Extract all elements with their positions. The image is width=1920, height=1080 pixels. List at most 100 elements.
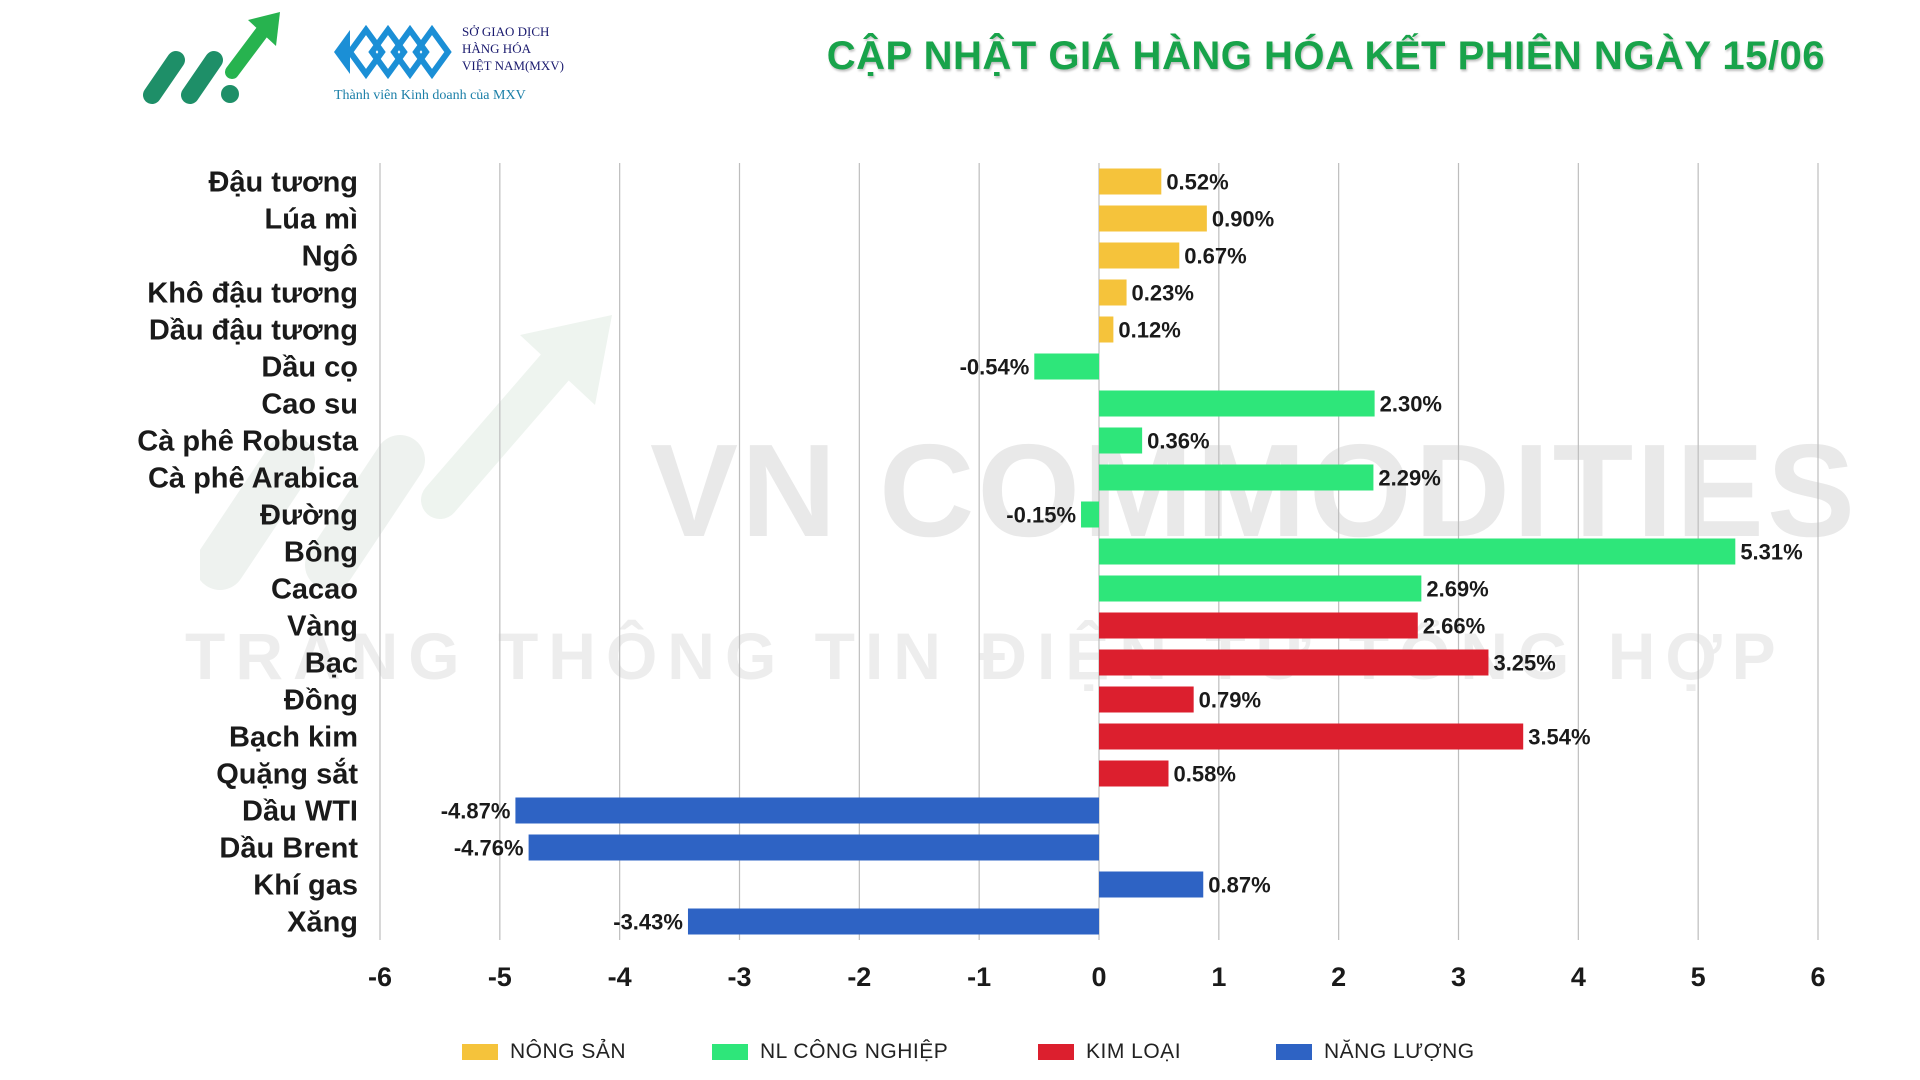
bar bbox=[1099, 760, 1169, 787]
bar bbox=[1099, 242, 1180, 269]
watermark-arrow-icon bbox=[200, 315, 612, 590]
legend-label-nang-luong: NĂNG LƯỢNG bbox=[1324, 1040, 1475, 1063]
bar bbox=[1081, 501, 1099, 528]
bar bbox=[1099, 575, 1422, 602]
category-label: Lúa mì bbox=[265, 204, 358, 236]
value-label: 0.79% bbox=[1199, 688, 1261, 713]
bar bbox=[1099, 649, 1489, 676]
value-label: -4.76% bbox=[454, 836, 524, 861]
x-tick-label: 5 bbox=[1691, 962, 1706, 992]
bar bbox=[1099, 723, 1524, 750]
category-label: Cacao bbox=[271, 574, 358, 606]
mxv-name-line-2: HÀNG HÓA bbox=[462, 41, 531, 56]
value-label: 0.90% bbox=[1212, 207, 1274, 232]
bar bbox=[1099, 538, 1736, 565]
category-label: Xăng bbox=[287, 907, 358, 939]
value-label: 0.36% bbox=[1147, 429, 1209, 454]
x-tick-label: -3 bbox=[727, 962, 751, 992]
bar bbox=[528, 834, 1099, 861]
x-tick-label: 2 bbox=[1331, 962, 1346, 992]
bar bbox=[1099, 871, 1204, 898]
bar bbox=[1099, 686, 1194, 713]
x-tick-label: -5 bbox=[488, 962, 512, 992]
value-label: 2.30% bbox=[1380, 392, 1442, 417]
x-tick-label: 4 bbox=[1571, 962, 1586, 992]
value-label: 3.25% bbox=[1493, 651, 1555, 676]
x-tick-label: 0 bbox=[1091, 962, 1106, 992]
mxv-name-line-3: VIỆT NAM(MXV) bbox=[462, 58, 564, 73]
x-tick-label: 3 bbox=[1451, 962, 1466, 992]
value-label: -4.87% bbox=[441, 799, 511, 824]
value-label: 2.66% bbox=[1423, 614, 1485, 639]
page-title: CẬP NHẬT GIÁ HÀNG HÓA KẾT PHIÊN NGÀY 15/… bbox=[826, 34, 1825, 78]
category-label: Khí gas bbox=[253, 870, 358, 902]
bar bbox=[1099, 464, 1374, 491]
x-tick-label: -4 bbox=[608, 962, 632, 992]
value-label: 2.69% bbox=[1426, 577, 1488, 602]
category-label: Đồng bbox=[284, 685, 358, 717]
mxv-tagline: Thành viên Kinh doanh của MXV bbox=[334, 88, 526, 103]
legend-label-nong-san: NÔNG SẢN bbox=[510, 1040, 627, 1063]
bar bbox=[687, 908, 1099, 935]
legend-label-kim-loai: KIM LOẠI bbox=[1086, 1040, 1182, 1063]
bar bbox=[1099, 205, 1207, 232]
legend-swatch-kim-loai bbox=[1038, 1044, 1074, 1060]
category-label: Dầu Brent bbox=[219, 833, 358, 865]
category-label: Đậu tương bbox=[208, 167, 358, 199]
mxv-name-line-1: SỞ GIAO DỊCH bbox=[462, 24, 550, 39]
category-label: Bông bbox=[284, 537, 358, 569]
x-tick-label: -2 bbox=[847, 962, 871, 992]
category-label: Ngô bbox=[302, 241, 358, 273]
category-label: Bạch kim bbox=[229, 722, 358, 754]
x-tick-label: -6 bbox=[368, 962, 392, 992]
value-label: 0.67% bbox=[1184, 244, 1246, 269]
value-label: 5.31% bbox=[1740, 540, 1802, 565]
value-label: 0.52% bbox=[1166, 170, 1228, 195]
bar bbox=[515, 797, 1099, 824]
bar bbox=[1099, 316, 1114, 343]
growth-arrow-icon bbox=[143, 12, 280, 104]
category-label: Quặng sắt bbox=[216, 757, 358, 791]
legend-item-nl-cong-nghiep: NL CÔNG NGHIỆP bbox=[712, 1040, 948, 1064]
category-label: Bạc bbox=[305, 648, 358, 680]
legend-swatch-nang-luong bbox=[1276, 1044, 1312, 1060]
value-label: 0.58% bbox=[1174, 762, 1236, 787]
category-label: Vàng bbox=[287, 611, 358, 643]
bar bbox=[1099, 390, 1375, 417]
value-label: -0.15% bbox=[1006, 503, 1076, 528]
value-label: -0.54% bbox=[960, 355, 1030, 380]
category-label: Cao su bbox=[261, 389, 358, 421]
category-label: Cà phê Arabica bbox=[148, 463, 359, 495]
x-tick-label: 1 bbox=[1211, 962, 1226, 992]
bars bbox=[515, 168, 1736, 935]
category-label: Dầu cọ bbox=[261, 352, 358, 384]
value-label: 0.12% bbox=[1118, 318, 1180, 343]
bar bbox=[1099, 279, 1127, 306]
legend: NÔNG SẢN NL CÔNG NGHIỆP KIM LOẠI NĂNG LƯ… bbox=[0, 1040, 1920, 1070]
value-label: 3.54% bbox=[1528, 725, 1590, 750]
header: SỞ GIAO DỊCH HÀNG HÓA VIỆT NAM(MXV) Thàn… bbox=[0, 0, 1920, 120]
legend-item-nong-san: NÔNG SẢN bbox=[462, 1040, 626, 1064]
mxv-diamond-logo-icon bbox=[334, 24, 452, 80]
category-label: Dầu đậu tương bbox=[149, 315, 358, 347]
legend-label-nl-cong-nghiep: NL CÔNG NGHIỆP bbox=[760, 1040, 949, 1063]
labels: -6 -5 -4 -3 -2 -1 0 1 2 3 4 5 6 Đậu tương 0.52% Lúa mì 0… bbox=[137, 167, 1825, 993]
value-label: 0.87% bbox=[1208, 873, 1270, 898]
category-label: Dầu WTI bbox=[242, 796, 358, 828]
x-tick-label: -1 bbox=[967, 962, 991, 992]
legend-item-nang-luong: NĂNG LƯỢNG bbox=[1276, 1040, 1475, 1064]
x-tick-label: 6 bbox=[1810, 962, 1825, 992]
watermark-sub-text: TRANG THÔNG TIN ĐIỆN TỬ TỔNG HỢP bbox=[185, 619, 1786, 693]
value-label: 2.29% bbox=[1378, 466, 1440, 491]
bar bbox=[1099, 427, 1143, 454]
value-label: -3.43% bbox=[613, 910, 683, 935]
value-label: 0.23% bbox=[1132, 281, 1194, 306]
category-label: Đường bbox=[260, 500, 358, 532]
category-label: Cà phê Robusta bbox=[137, 426, 359, 458]
category-label: Khô đậu tương bbox=[147, 278, 358, 310]
bar bbox=[1034, 353, 1099, 380]
bar bbox=[1099, 168, 1162, 195]
legend-item-kim-loai: KIM LOẠI bbox=[1038, 1040, 1181, 1064]
legend-swatch-nong-san bbox=[462, 1044, 498, 1060]
